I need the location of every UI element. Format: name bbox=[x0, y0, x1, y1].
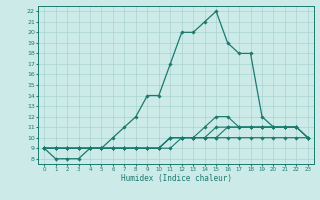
X-axis label: Humidex (Indice chaleur): Humidex (Indice chaleur) bbox=[121, 174, 231, 183]
